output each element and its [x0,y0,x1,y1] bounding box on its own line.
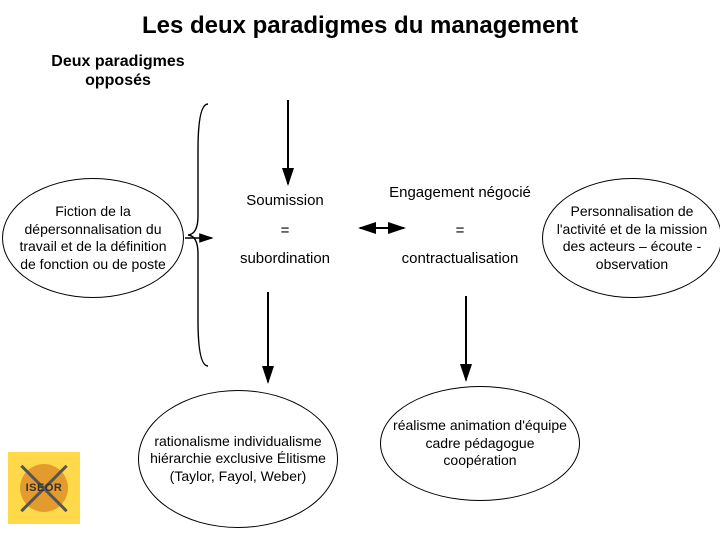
center-right-bottom: contractualisation [380,250,540,267]
center-left-top: Soumission [215,192,355,209]
ellipse-right: Personnalisation de l'activité et de la … [542,178,720,298]
center-right-eq: = [380,222,540,239]
ellipse-bottom-right: réalisme animation d'équipe cadre pédago… [380,386,580,501]
ellipse-bottom-right-text: réalisme animation d'équipe cadre pédago… [389,417,571,470]
ellipse-bottom-left: rationalisme individualisme hiérarchie e… [138,390,338,528]
iseor-logo: ISEOR [8,452,80,524]
center-left-eq: = [215,222,355,239]
ellipse-bottom-left-text: rationalisme individualisme hiérarchie e… [147,433,329,486]
page-title: Les deux paradigmes du management [0,12,720,40]
logo-text: ISEOR [26,482,63,494]
ellipse-right-text: Personnalisation de l'activité et de la … [551,203,713,273]
center-left-bottom: subordination [215,250,355,267]
ellipse-left: Fiction de la dépersonnalisation du trav… [2,178,184,298]
ellipse-left-text: Fiction de la dépersonnalisation du trav… [11,203,175,273]
subtitle: Deux paradigmes opposés [48,52,188,90]
center-right-top: Engagement négocié [380,185,540,202]
brace-left [188,104,208,366]
